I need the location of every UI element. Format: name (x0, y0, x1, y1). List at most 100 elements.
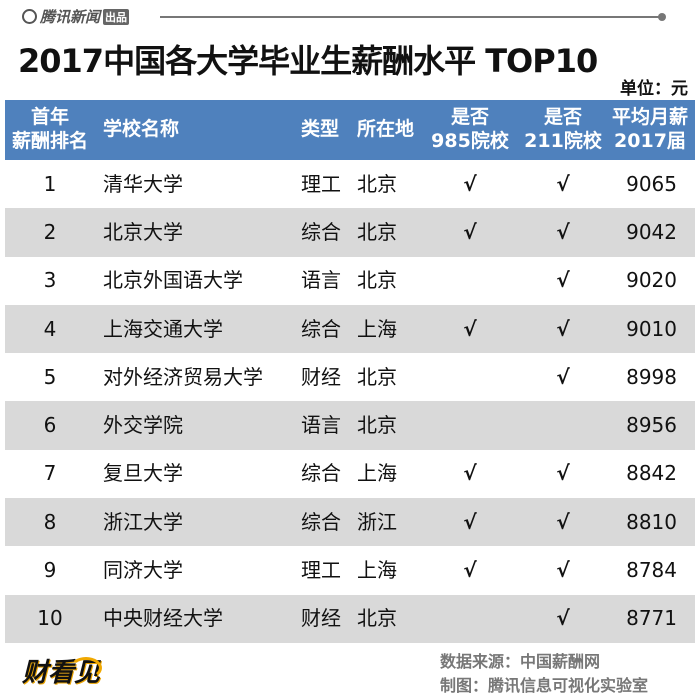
school-name-cell: 对外经济贸易大学 (103, 364, 263, 389)
salary-cell: 8784 (626, 558, 677, 583)
col-type: 类型 (301, 118, 340, 141)
school-name-cell: 上海交通大学 (103, 316, 223, 341)
type-cell: 综合 (301, 509, 341, 534)
col-salary: 平均月薪 2017届 (611, 106, 688, 152)
divider-dot (658, 13, 666, 21)
salary-cell: 8956 (626, 413, 677, 438)
table-row: 9 同济大学 理工 上海 √ √ 8784 (5, 546, 695, 594)
table-row: 5 对外经济贸易大学 财经 北京 √ 8998 (5, 353, 695, 401)
logo-swoosh-icon (70, 657, 102, 679)
data-source: 数据来源：中国薪酬网 (440, 652, 601, 671)
rank-cell: 10 (37, 606, 63, 631)
table-row: 6 外交学院 语言 北京 8956 (5, 401, 695, 450)
unit-label: 单位：元 (620, 79, 688, 99)
page-title: 2017中国各大学毕业生薪酬水平 TOP10 (18, 42, 598, 80)
type-cell: 综合 (301, 461, 341, 486)
is-985-cell: √ (463, 171, 477, 196)
is-211-cell: √ (556, 316, 570, 341)
salary-cell: 8771 (626, 606, 677, 631)
rank-cell: 9 (43, 558, 57, 583)
school-name-cell: 北京外国语大学 (103, 268, 243, 293)
table-row: 4 上海交通大学 综合 上海 √ √ 9010 (5, 304, 695, 354)
is-985-cell: √ (463, 461, 477, 486)
salary-cell: 9042 (626, 219, 677, 244)
is-211-cell: √ (556, 219, 570, 244)
salary-cell: 8810 (626, 509, 677, 534)
salary-cell: 8998 (626, 364, 677, 389)
school-name-cell: 同济大学 (103, 558, 183, 583)
table-header: 首年 薪酬排名 学校名称 类型 所在地 是否 985院校 是否 211院校 平均月薪 2… (5, 100, 695, 160)
col-name: 学校名称 (103, 118, 180, 141)
is-985-cell (425, 401, 515, 449)
brand-logo: 腾讯新闻 出品 (22, 6, 130, 27)
type-cell: 综合 (301, 219, 341, 244)
chart-credit: 制图：腾讯信息可视化实验室 (440, 676, 649, 695)
type-cell: 语言 (301, 413, 341, 438)
type-cell: 财经 (301, 364, 341, 389)
col-211: 是否 211院校 (524, 106, 602, 152)
rank-cell: 2 (43, 219, 57, 244)
is-211-cell: √ (556, 606, 570, 631)
col-location: 所在地 (357, 118, 415, 141)
is-985-cell: √ (463, 558, 477, 583)
location-cell: 北京 (357, 219, 397, 244)
footer-credits: 数据来源：中国薪酬网 制图：腾讯信息可视化实验室 (440, 650, 648, 698)
table-row: 10 中央财经大学 财经 北京 √ 8771 (5, 594, 695, 643)
is-211-cell: √ (556, 558, 570, 583)
school-name-cell: 北京大学 (103, 219, 183, 244)
table-row: 3 北京外国语大学 语言 北京 √ 9020 (5, 257, 695, 305)
type-cell: 财经 (301, 606, 341, 631)
type-cell: 综合 (301, 316, 341, 341)
location-cell: 上海 (357, 316, 397, 341)
salary-cell: 9020 (626, 268, 677, 293)
type-cell: 理工 (301, 171, 341, 196)
location-cell: 浙江 (357, 509, 397, 534)
school-name-cell: 中央财经大学 (103, 606, 223, 631)
school-name-cell: 浙江大学 (103, 509, 183, 534)
is-211-cell: √ (556, 364, 570, 389)
location-cell: 北京 (357, 364, 397, 389)
is-985-cell: √ (463, 219, 477, 244)
col-rank: 首年 薪酬排名 (11, 106, 88, 152)
table-row: 1 清华大学 理工 北京 √ √ 9065 (5, 160, 695, 208)
is-985-cell (425, 353, 515, 401)
location-cell: 北京 (357, 413, 397, 438)
salary-cell: 9065 (626, 171, 677, 196)
school-name-cell: 复旦大学 (103, 461, 183, 486)
brand-name: 腾讯新闻 (40, 8, 101, 26)
is-985-cell (425, 257, 515, 305)
is-211-cell (517, 401, 609, 449)
is-985-cell (425, 595, 515, 643)
brand-tag: 出品 (103, 8, 130, 25)
salary-cell: 8842 (626, 461, 677, 486)
school-name-cell: 清华大学 (103, 171, 183, 196)
table-row: 8 浙江大学 综合 浙江 √ √ 8810 (5, 498, 695, 547)
location-cell: 上海 (357, 558, 397, 583)
table-row: 7 复旦大学 综合 上海 √ √ 8842 (5, 450, 695, 498)
rank-cell: 3 (43, 268, 57, 293)
rank-cell: 1 (43, 171, 57, 196)
location-cell: 北京 (357, 171, 397, 196)
type-cell: 理工 (301, 558, 341, 583)
rank-cell: 4 (43, 316, 57, 341)
is-985-cell: √ (463, 509, 477, 534)
rank-cell: 8 (43, 509, 57, 534)
salary-table: 首年 薪酬排名 学校名称 类型 所在地 是否 985院校 是否 211院校 平均月薪 2… (5, 100, 695, 643)
salary-cell: 9010 (626, 316, 677, 341)
col-985: 是否 985院校 (431, 106, 509, 152)
tencent-news-icon (22, 9, 37, 24)
is-211-cell: √ (556, 268, 570, 293)
rank-cell: 7 (43, 461, 57, 486)
location-cell: 北京 (357, 268, 397, 293)
is-985-cell: √ (463, 316, 477, 341)
rank-cell: 5 (43, 364, 57, 389)
location-cell: 北京 (357, 606, 397, 631)
header-divider (160, 16, 660, 18)
school-name-cell: 外交学院 (103, 413, 183, 438)
is-211-cell: √ (556, 461, 570, 486)
rank-cell: 6 (43, 413, 57, 438)
type-cell: 语言 (301, 268, 341, 293)
location-cell: 上海 (357, 461, 397, 486)
table-row: 2 北京大学 综合 北京 √ √ 9042 (5, 208, 695, 257)
is-211-cell: √ (556, 509, 570, 534)
